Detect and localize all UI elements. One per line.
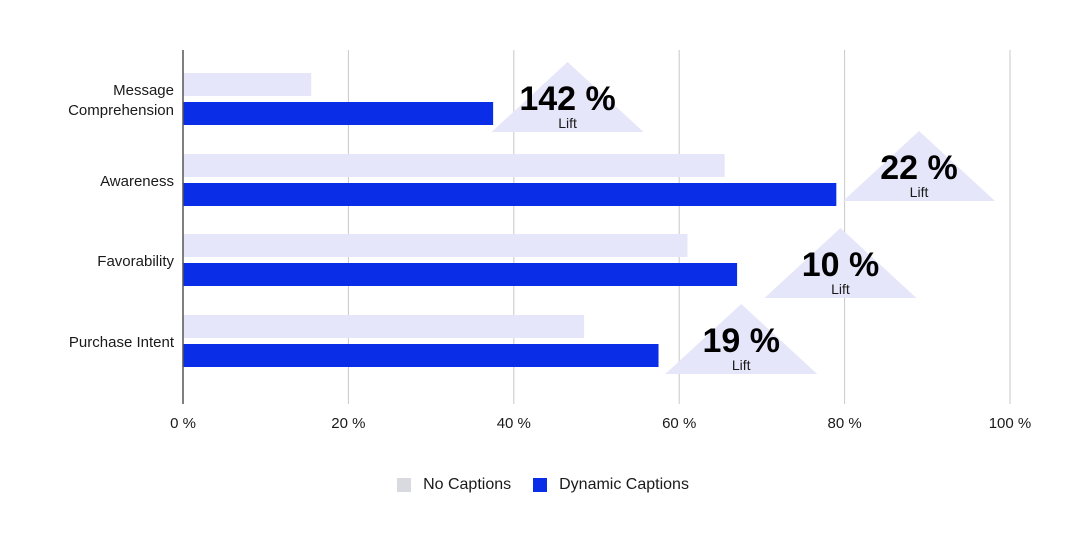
lift-triangle-0 <box>491 62 644 132</box>
legend-item-no-captions: No Captions <box>397 476 511 494</box>
bar-no-captions-3 <box>183 315 585 338</box>
lift-value-2: 10 % <box>802 246 880 284</box>
x-tick-label-80: 80 % <box>827 415 861 432</box>
lift-value-3: 19 % <box>702 322 780 360</box>
legend-swatch-no-captions <box>397 478 412 492</box>
x-tick-label-20: 20 % <box>331 415 365 432</box>
lift-triangle-1 <box>843 131 996 201</box>
category-label-2: Favorability <box>97 253 174 270</box>
lift-value-0: 142 % <box>519 80 615 118</box>
x-tick-label-0: 0 % <box>170 415 196 432</box>
bar-dynamic-captions-0 <box>183 102 494 125</box>
lift-value-1: 22 % <box>880 149 958 187</box>
legend: No Captions Dynamic Captions <box>0 476 1086 494</box>
category-label-1: Awareness <box>100 173 174 190</box>
lift-label-2: Lift <box>831 281 850 297</box>
lift-triangle-2 <box>764 228 917 298</box>
legend-item-dynamic-captions: Dynamic Captions <box>533 476 689 494</box>
x-tick-label-100: 100 % <box>989 415 1032 432</box>
bar-no-captions-1 <box>183 154 725 177</box>
lift-label-0: Lift <box>558 115 577 131</box>
category-label-0-line-0: Message <box>113 82 174 99</box>
x-tick-label-40: 40 % <box>497 415 531 432</box>
lift-label-1: Lift <box>910 184 929 200</box>
legend-swatch-dynamic-captions <box>533 478 548 492</box>
bar-no-captions-2 <box>183 234 688 257</box>
bar-dynamic-captions-1 <box>183 183 837 206</box>
bar-dynamic-captions-2 <box>183 263 738 286</box>
lift-label-3: Lift <box>732 357 751 373</box>
legend-label-no-captions: No Captions <box>423 476 512 493</box>
x-tick-label-60: 60 % <box>662 415 696 432</box>
legend-label-dynamic-captions: Dynamic Captions <box>559 476 689 493</box>
category-label-3: Purchase Intent <box>69 334 175 351</box>
lift-triangle-3 <box>665 304 818 374</box>
category-label-0-line-1: Comprehension <box>68 102 174 119</box>
bar-dynamic-captions-3 <box>183 344 659 367</box>
bar-no-captions-0 <box>183 73 312 96</box>
